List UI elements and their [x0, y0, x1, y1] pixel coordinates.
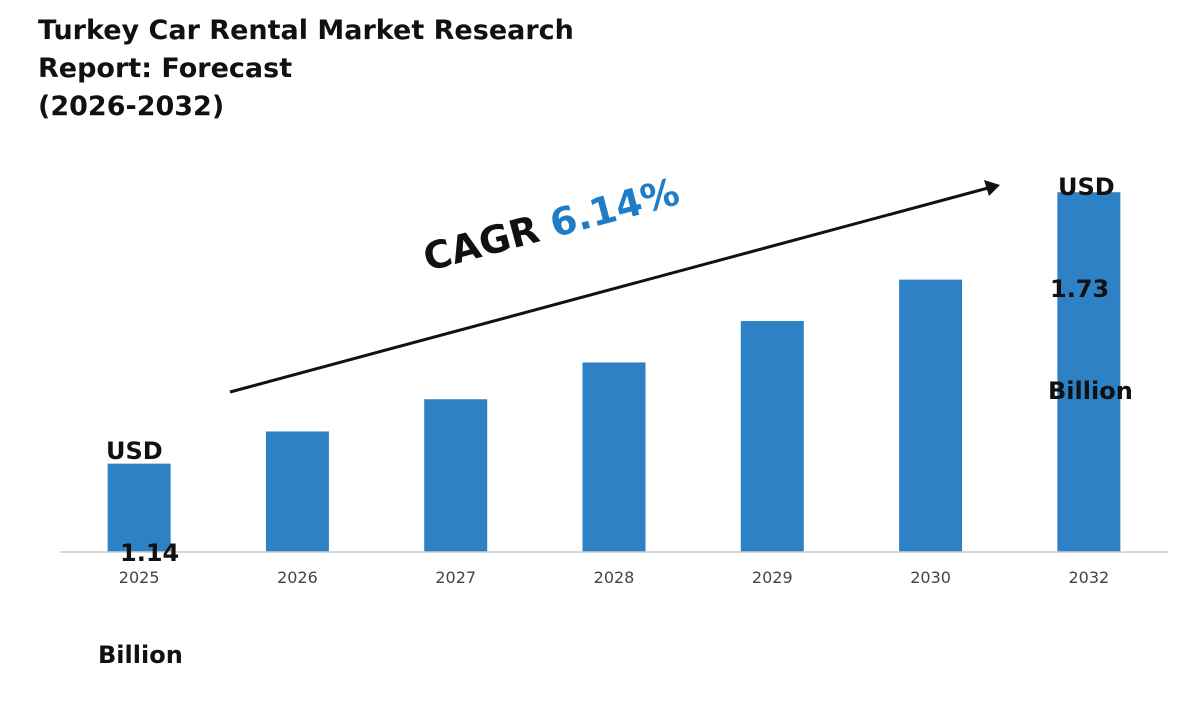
- x-tick-label: 2026: [277, 568, 318, 587]
- bar-2027: [424, 399, 488, 552]
- title-line: (2026-2032): [38, 91, 225, 122]
- trend-arrow-line: [229, 186, 989, 394]
- start-value-label: USD 1.14 Billion: [98, 366, 183, 706]
- bar-2025: [107, 463, 171, 552]
- bar-2029: [740, 321, 804, 552]
- chart-title: Turkey Car Rental Market Research Report…: [38, 12, 598, 126]
- arrow-head-icon: [984, 180, 1000, 196]
- start-label-line: USD: [106, 437, 163, 465]
- x-tick-label: 2029: [752, 568, 793, 587]
- bar-2028: [582, 362, 646, 552]
- end-value-label: USD 1.73 Billion: [1048, 102, 1133, 442]
- bar-2032: [1057, 192, 1121, 552]
- start-label-line: Billion: [98, 641, 183, 669]
- x-tick-label: 2025: [119, 568, 160, 587]
- x-tick-label: 2032: [1068, 568, 1109, 587]
- title-line: Report: Forecast: [38, 53, 293, 84]
- end-label-line: USD: [1058, 173, 1115, 201]
- x-tick-label: 2030: [910, 568, 951, 587]
- bar-2030: [899, 279, 963, 552]
- end-label-line: Billion: [1048, 377, 1133, 405]
- end-label-line: 1.73: [1050, 275, 1110, 303]
- bar-chart: 2025 2026 2027 2028 2029 2030 2032: [60, 180, 1168, 587]
- title-line: Turkey Car Rental Market Research: [38, 15, 574, 46]
- x-tick-label: 2027: [435, 568, 476, 587]
- start-label-line: 1.14: [120, 539, 180, 567]
- bar-2026: [265, 431, 329, 552]
- x-tick-label: 2028: [594, 568, 635, 587]
